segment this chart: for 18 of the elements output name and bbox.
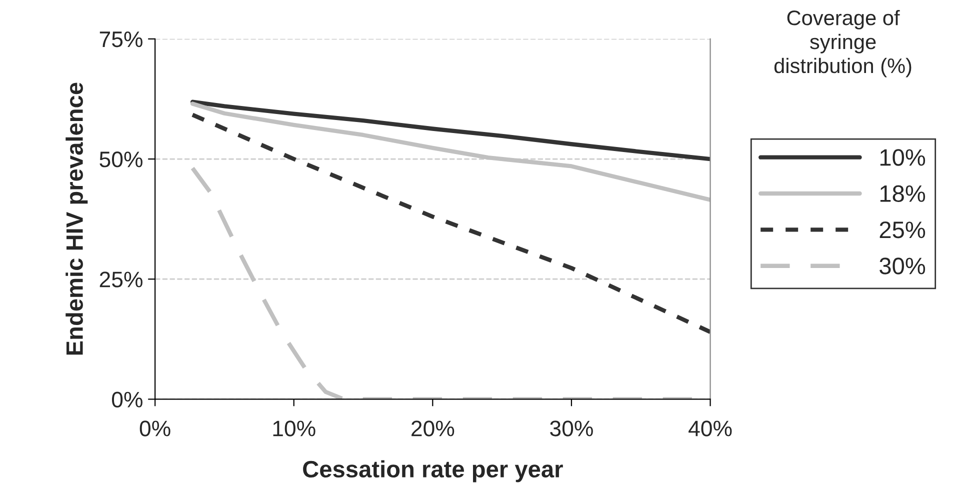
x-tick-label: 20% (412, 420, 454, 436)
x-tick-label: 30% (550, 420, 593, 436)
legend-title: Coverage of syringe distribution (%) (774, 10, 912, 78)
y-tick-label: 75% (100, 32, 142, 48)
y-tick-label: 25% (100, 272, 142, 288)
y-axis-title: Endemic HIV prevalence (66, 82, 88, 355)
legend-label: 10% (880, 149, 926, 166)
x-tick-label: 10% (273, 420, 316, 436)
line-series (190, 100, 710, 162)
x-axis-title: Cessation rate per year (303, 460, 563, 482)
x-tick-label: 40% (688, 420, 732, 436)
legend-label: 18% (880, 185, 926, 202)
legend-label: 25% (880, 221, 926, 238)
line-series (190, 112, 710, 334)
legend-label: 30% (880, 258, 926, 274)
x-tick-label: 0% (140, 420, 170, 436)
y-tick-label: 0% (112, 392, 142, 408)
y-tick-label: 50% (100, 152, 142, 168)
